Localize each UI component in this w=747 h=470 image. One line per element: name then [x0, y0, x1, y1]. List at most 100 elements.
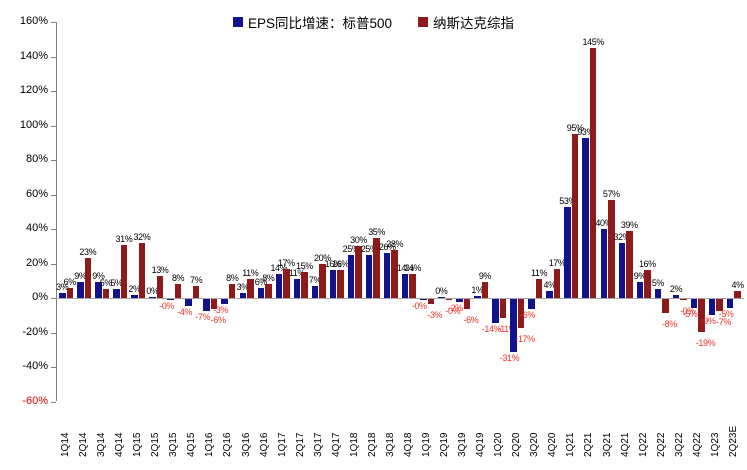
- bar-nasdaq-1Q22: [644, 270, 651, 298]
- y-axis-line: [56, 22, 57, 401]
- bar-sp500-1Q17: [275, 273, 283, 298]
- bar-sp500-1Q23: [708, 299, 716, 315]
- bar-sp500-3Q17: [311, 285, 319, 298]
- legend-label-sp500: EPS同比增速：标普500: [247, 16, 393, 31]
- bar-nasdaq-1Q19: [427, 299, 435, 305]
- x-tick-label-3Q20: 3Q20: [529, 432, 541, 457]
- x-tick-label-4Q20: 4Q20: [547, 432, 559, 457]
- bar-sp500-4Q19: [474, 296, 481, 298]
- bar-value-label: 17%: [548, 257, 566, 268]
- legend: EPS同比增速：标普500 纳斯达克综指: [0, 12, 747, 32]
- legend-item-nasdaq: 纳斯达克综指: [418, 12, 514, 32]
- bar-sp500-2Q21: [582, 137, 589, 298]
- y-tick-label: 120%: [19, 84, 48, 96]
- bar-nasdaq-1Q14: [66, 287, 74, 298]
- bar-sp500-2Q17: [293, 279, 301, 298]
- bar-sp500-4Q15: [185, 299, 192, 306]
- bar-sp500-1Q21: [564, 206, 571, 298]
- x-tick-label-4Q16: 4Q16: [258, 432, 270, 457]
- bar-nasdaq-2Q23E: [734, 291, 741, 298]
- y-axis-tick: [51, 367, 56, 368]
- bar-nasdaq-1Q23: [716, 299, 723, 312]
- bar-nasdaq-1Q15: [138, 242, 146, 298]
- bar-nasdaq-3Q19: [463, 299, 471, 310]
- bar-sp500-4Q16: [257, 287, 265, 298]
- bar-value-label: -0%: [159, 300, 174, 311]
- bar-nasdaq-1Q17: [283, 268, 290, 298]
- bar-value-label: 57%: [602, 188, 620, 199]
- bar-value-label: 25%: [342, 243, 360, 254]
- bar-sp500-2Q19: [438, 297, 445, 299]
- bar-nasdaq-4Q17: [337, 270, 344, 298]
- bar-nasdaq-2Q16: [228, 284, 236, 298]
- bar-value-label: 25%: [360, 243, 378, 254]
- bar-value-label: -0%: [411, 300, 427, 311]
- bar-value-label: 5%: [99, 278, 113, 289]
- bar-nasdaq-1Q16: [210, 299, 218, 310]
- bar-value-label: -8%: [662, 318, 677, 329]
- x-tick-label-1Q23: 1Q23: [709, 432, 721, 457]
- bar-nasdaq-4Q16: [265, 284, 272, 298]
- x-tick-label-3Q22: 3Q22: [673, 432, 685, 457]
- bar-value-label: -4%: [177, 306, 193, 317]
- bar-value-label: -0%: [680, 305, 695, 316]
- bar-sp500-3Q19: [456, 299, 463, 303]
- bar-value-label: 8%: [226, 273, 239, 284]
- bar-value-label: -14%: [481, 324, 502, 335]
- bar-value-label: 9%: [633, 271, 647, 282]
- bar-value-label: -7%: [195, 312, 211, 323]
- bar-value-label: 2%: [669, 283, 683, 294]
- x-tick-label-1Q14: 1Q14: [60, 432, 72, 457]
- bar-value-label: 16%: [638, 259, 656, 270]
- bar-value-label: 2%: [128, 283, 141, 294]
- x-tick-label-3Q15: 3Q15: [168, 432, 180, 457]
- x-tick-label-4Q19: 4Q19: [475, 432, 487, 457]
- bar-nasdaq-3Q18: [391, 249, 398, 298]
- bar-value-label: 11%: [530, 268, 548, 279]
- y-axis-tick: [51, 125, 56, 127]
- bar-nasdaq-2Q17: [301, 272, 308, 298]
- bar-sp500-1Q22: [636, 282, 644, 298]
- bar-sp500-4Q21: [618, 242, 626, 298]
- bar-value-label: 32%: [133, 231, 151, 242]
- bar-value-label: 5%: [651, 278, 665, 289]
- y-axis-tick: [51, 91, 56, 92]
- x-tick-label-1Q15: 1Q15: [132, 432, 144, 457]
- bar-value-label: 9%: [478, 271, 492, 282]
- bar-value-label: -3%: [213, 305, 229, 316]
- x-tick-label-4Q21: 4Q21: [619, 432, 631, 457]
- bar-value-label: 145%: [582, 36, 605, 47]
- x-tick-label-4Q14: 4Q14: [114, 432, 126, 457]
- bar-nasdaq-3Q15: [174, 284, 182, 298]
- bar-sp500-4Q17: [329, 270, 337, 298]
- bar-value-label: 3%: [56, 281, 69, 292]
- bar-value-label: 9%: [92, 271, 105, 282]
- x-tick-label-2Q20: 2Q20: [511, 432, 523, 457]
- bar-sp500-2Q15: [149, 297, 156, 299]
- y-axis-tick: [51, 332, 56, 334]
- y-axis-tick: [51, 56, 56, 58]
- bar-nasdaq-2Q22: [662, 299, 669, 313]
- x-tick-label-1Q19: 1Q19: [421, 432, 433, 457]
- bar-sp500-3Q21: [600, 229, 608, 298]
- bar-sp500-1Q16: [203, 299, 210, 312]
- bar-value-label: -17%: [515, 334, 535, 345]
- legend-swatch-sp500: [232, 17, 243, 27]
- y-axis-tick: [51, 229, 56, 230]
- bar-nasdaq-3Q20: [535, 279, 543, 298]
- bar-value-label: 40%: [595, 218, 613, 228]
- bar-value-label: 1%: [471, 285, 484, 296]
- y-tick-label: -20%: [22, 325, 48, 338]
- bar-sp500-2Q20: [510, 299, 517, 353]
- bar-value-label: -9%: [700, 315, 716, 326]
- bar-sp500-3Q18: [383, 253, 391, 298]
- bar-value-label: -6%: [520, 310, 535, 321]
- y-axis-tick: [51, 401, 56, 403]
- bar-sp500-4Q18: [401, 273, 409, 298]
- bar-value-label: 8%: [262, 273, 275, 284]
- x-axis-baseline: [56, 298, 744, 299]
- bar-value-label: 93%: [577, 126, 595, 137]
- x-tick-label-2Q18: 2Q18: [366, 432, 378, 457]
- bar-nasdaq-3Q21: [608, 199, 615, 298]
- bar-value-label: 16%: [324, 259, 342, 270]
